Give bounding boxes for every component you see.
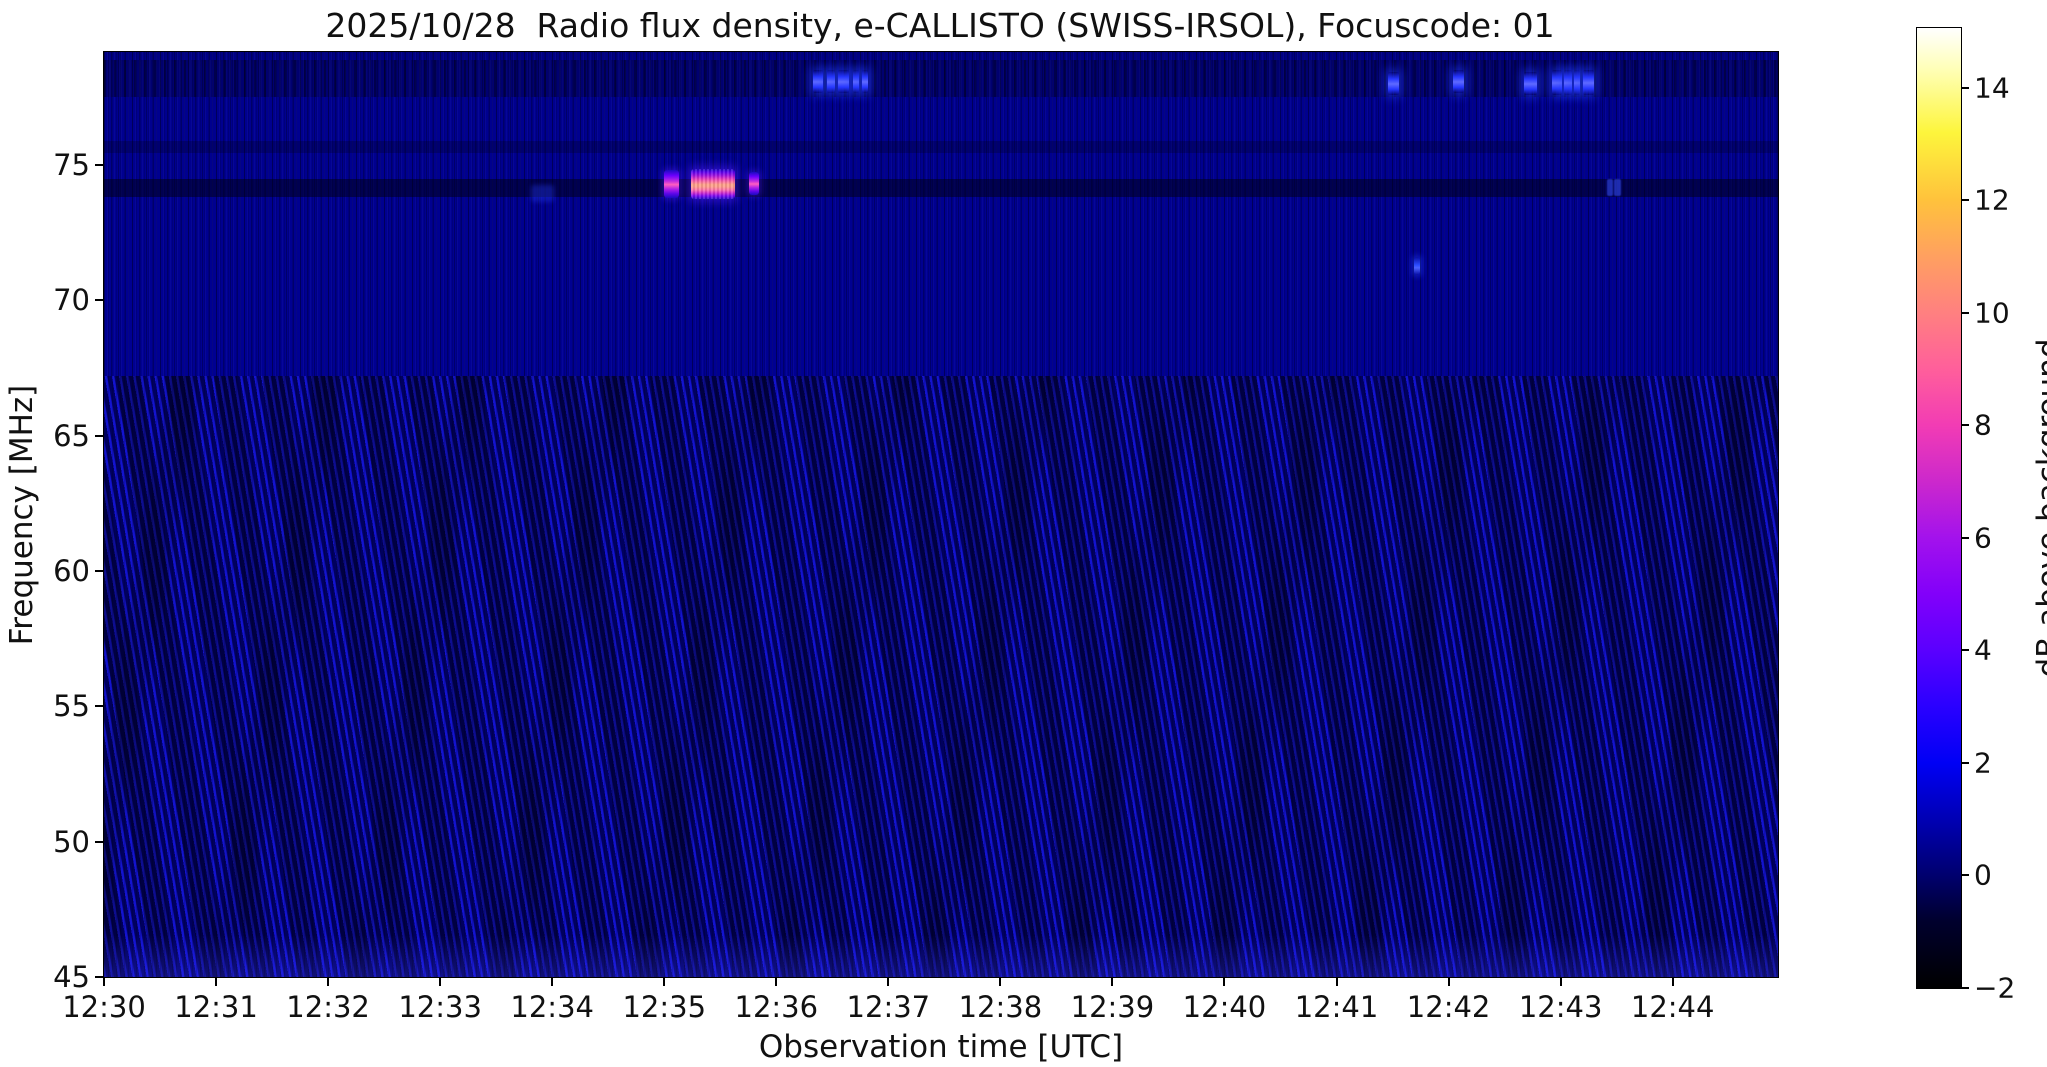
colorbar-tick-label: 8 [1974,408,1992,442]
x-tick-mark [327,977,330,986]
x-tick-label: 12:40 [1182,990,1267,1024]
colorbar-label: dB above background [2031,338,2047,678]
x-tick-label: 12:31 [174,990,258,1024]
x-tick-mark [551,977,554,986]
colorbar-tick-mark [1961,86,1969,89]
colorbar-tick-mark [1961,311,1969,314]
colorbar: dB above background 14 12 10 8 6 4 2 0 −2 [1916,27,2047,1005]
x-tick-mark [1447,977,1450,986]
y-tick-label: 45 [53,960,90,994]
colorbar-tick-mark [1961,424,1969,427]
y-tick-label: 65 [53,418,90,453]
x-tick-label: 12:44 [1630,990,1715,1024]
y-tick-mark [95,299,104,302]
colorbar-tick-mark [1961,987,1969,989]
colorbar-tick-label: 0 [1974,858,1992,892]
x-tick-mark [1335,977,1338,986]
x-tick-label: 12:37 [846,990,931,1024]
x-tick-label: 12:34 [510,990,594,1024]
x-tick-label: 12:39 [1070,990,1155,1024]
y-tick-mark [95,164,104,167]
y-tick-mark [95,434,104,437]
x-tick-label: 12:30 [62,990,146,1024]
colorbar-tick-mark [1961,874,1969,877]
x-tick-label: 12:42 [1406,990,1491,1024]
spectrogram-fringe-background [104,375,1778,978]
y-tick-label: 50 [53,824,90,859]
colorbar-gradient [1917,28,1961,988]
x-tick-mark [663,977,666,986]
colorbar-tick-label: 12 [1974,183,2010,217]
y-tick-label: 55 [53,689,90,724]
colorbar-tick-label: 2 [1974,746,1992,780]
y-tick-mark [95,570,104,573]
y-tick-mark [95,976,104,978]
y-tick-mark [95,705,104,708]
x-tick-mark [1223,977,1226,986]
colorbar-tick-mark [1961,649,1969,652]
x-tick-label: 12:38 [958,990,1043,1024]
x-axis-label: Observation time [UTC] [758,1029,1124,1065]
x-tick-label: 12:35 [622,990,707,1024]
y-tick-label: 60 [53,554,90,589]
x-tick-mark [887,977,890,986]
x-tick-mark [775,977,778,986]
x-tick-mark [999,977,1002,986]
colorbar-tick-label: 6 [1974,521,1992,555]
x-tick-mark [1671,977,1674,986]
y-axis-label: Frequency [MHz] [4,384,40,645]
colorbar-tick-label: −2 [1974,971,2016,1005]
x-tick-label: 12:41 [1294,990,1379,1024]
x-tick-mark [215,977,218,986]
y-tick-label: 70 [53,283,90,318]
x-tick-label: 12:32 [286,990,370,1024]
x-tick-mark [1559,977,1562,986]
colorbar-tick-label: 14 [1974,71,2010,105]
colorbar-tick-label: 4 [1974,633,1992,667]
colorbar-tick-mark [1961,536,1969,539]
x-tick-label: 12:43 [1518,990,1603,1024]
chart-title: 2025/10/28 Radio flux density, e-CALLIST… [325,6,1555,45]
colorbar-tick-mark [1961,199,1969,202]
x-tick-mark [103,977,105,986]
y-tick-label: 75 [53,148,90,183]
colorbar-tick-label: 10 [1974,296,2010,330]
x-tick-label: 12:33 [398,990,482,1024]
x-tick-mark [1111,977,1114,986]
colorbar-tick-mark [1961,761,1969,764]
y-tick-mark [95,840,104,843]
x-tick-mark [439,977,442,986]
spectrogram-plot-area: Observation time [UTC] Frequency [MHz] 1… [4,51,1779,1065]
x-tick-label: 12:36 [734,990,819,1024]
spectrogram-upper-background [104,52,1778,376]
